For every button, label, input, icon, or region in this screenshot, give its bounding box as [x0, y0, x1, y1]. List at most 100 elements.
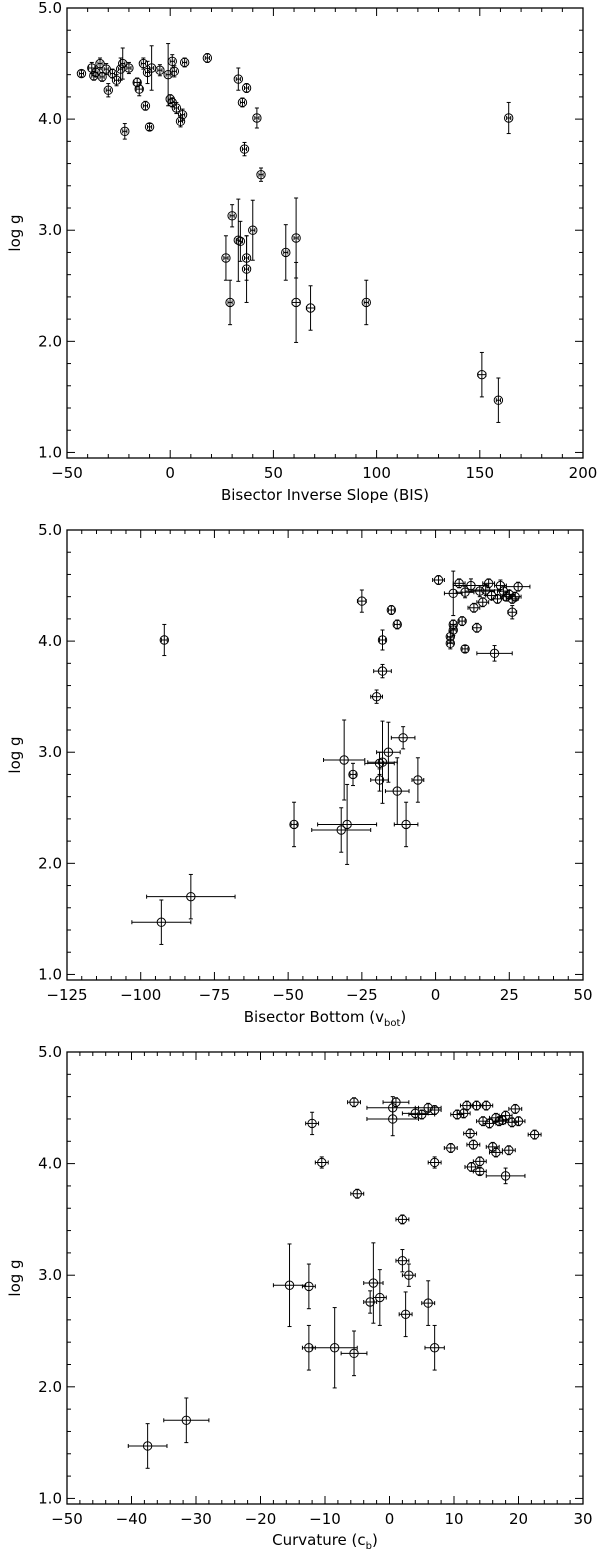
point-marker — [488, 1142, 498, 1152]
point-marker — [429, 1343, 440, 1353]
x-tick-label: 100 — [362, 464, 391, 482]
data-point — [366, 1101, 420, 1137]
data-point — [424, 1324, 445, 1371]
data-point — [281, 224, 291, 281]
data-point — [448, 619, 458, 630]
point-marker — [281, 247, 291, 258]
data-point — [401, 1263, 416, 1287]
point-marker — [400, 1309, 411, 1319]
y-tick-label: 3.0 — [38, 743, 62, 761]
data-point — [508, 591, 522, 602]
point-marker — [134, 84, 144, 94]
x-tick-label: 0 — [385, 1510, 395, 1528]
data-point — [356, 589, 367, 613]
point-marker — [374, 775, 385, 785]
y-tick-label: 3.0 — [38, 1266, 62, 1284]
data-point — [457, 616, 467, 627]
data-point — [372, 1269, 387, 1326]
point-marker — [181, 1415, 192, 1425]
data-point — [131, 899, 192, 945]
point-marker — [489, 648, 500, 659]
x-tick-label: −125 — [46, 986, 87, 1004]
data-point — [171, 101, 182, 115]
point-marker — [510, 1104, 520, 1114]
point-marker — [504, 1145, 514, 1155]
data-point — [467, 602, 481, 613]
data-point — [364, 751, 395, 775]
data-point — [393, 801, 419, 848]
x-tick-label: 10 — [444, 1510, 463, 1528]
data-point — [291, 261, 301, 343]
point-marker — [365, 1297, 375, 1307]
x-tick-label: −75 — [199, 986, 231, 1004]
panel-curvature: −50 −40 −30 −20 −10 0 10 20 30 1.0 2.0 3.0 4.0 5.0 Cur… — [6, 1043, 593, 1552]
data-point — [305, 285, 316, 331]
point-marker — [336, 825, 346, 835]
data-point — [233, 67, 244, 91]
data-point — [398, 1291, 413, 1338]
point-marker — [445, 631, 456, 642]
point-marker — [304, 1281, 314, 1292]
data-point — [348, 762, 358, 787]
data-point — [115, 57, 126, 81]
x-tick-label: 30 — [573, 1510, 592, 1528]
point-marker — [289, 819, 299, 830]
point-marker — [349, 1348, 359, 1359]
point-marker — [413, 775, 423, 785]
point-marker — [472, 623, 482, 633]
point-marker — [235, 236, 246, 247]
x-tick-label: 0 — [431, 986, 441, 1004]
point-marker — [377, 757, 388, 767]
point-marker — [510, 591, 520, 602]
data-point — [311, 1307, 358, 1389]
data-point — [237, 97, 248, 108]
data-point — [155, 64, 165, 77]
point-marker — [483, 578, 494, 589]
x-tick-label: 200 — [569, 464, 598, 482]
data-point — [476, 645, 513, 662]
point-marker — [357, 596, 367, 606]
data-point — [503, 101, 514, 135]
y-tick-label: 2.0 — [38, 1378, 62, 1396]
data-point — [443, 570, 463, 617]
data-point — [221, 235, 231, 281]
point-marker — [291, 297, 301, 308]
point-marker — [348, 769, 358, 780]
data-point — [494, 579, 507, 592]
point-marker — [429, 1105, 440, 1115]
data-point — [179, 57, 190, 68]
data-point — [432, 575, 445, 585]
data-point — [95, 57, 105, 70]
data-point — [386, 605, 397, 615]
point-marker — [477, 369, 487, 380]
point-marker — [241, 264, 252, 274]
data-point — [323, 719, 366, 801]
data-point — [256, 167, 266, 182]
data-point — [376, 721, 401, 783]
point-marker — [142, 1441, 153, 1451]
data-point — [482, 578, 496, 589]
data-point — [427, 1156, 442, 1169]
data-point — [476, 597, 490, 608]
point-marker — [186, 891, 196, 902]
data-point — [305, 1111, 320, 1136]
data-point — [202, 53, 213, 63]
data-point — [382, 1097, 410, 1108]
point-marker — [383, 747, 394, 757]
point-marker — [171, 103, 182, 113]
point-marker — [481, 1100, 491, 1111]
point-marker — [507, 594, 517, 604]
x-axis-label-tail: ) — [372, 1531, 378, 1549]
data-point — [241, 235, 252, 303]
data-point — [493, 377, 504, 423]
data-point — [127, 1423, 168, 1469]
point-marker — [233, 74, 244, 84]
data-point — [485, 1167, 526, 1185]
data-point — [175, 115, 186, 128]
data-point — [471, 622, 482, 633]
point-marker — [371, 691, 382, 702]
data-point — [177, 108, 188, 121]
data-point — [272, 1243, 307, 1328]
point-marker — [284, 1280, 295, 1290]
point-marker — [495, 580, 506, 591]
